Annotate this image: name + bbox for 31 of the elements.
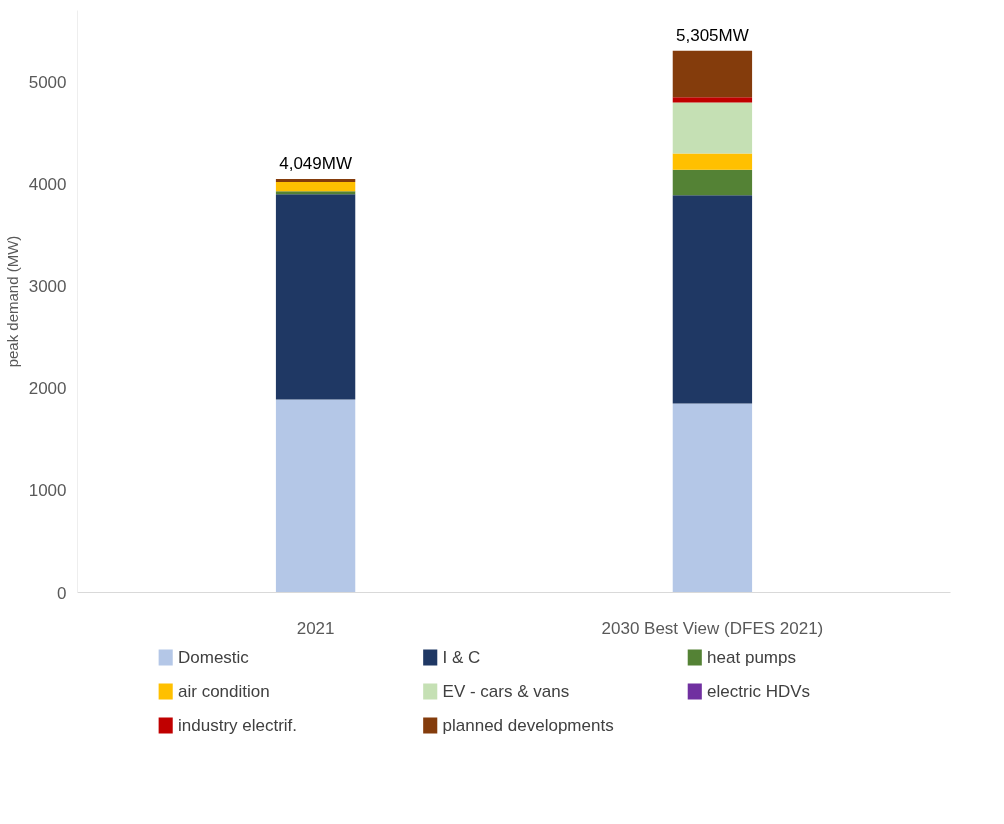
y-axis-title: peak demand (MW) bbox=[3, 235, 21, 368]
y-tick-label: 1000 bbox=[28, 481, 67, 501]
legend-label: EV - cars & vans bbox=[442, 682, 570, 701]
bar bbox=[672, 102, 753, 154]
legend-label: industry electrif. bbox=[178, 716, 298, 735]
y-tick-label: 3000 bbox=[28, 277, 67, 297]
y-tick-label: 2000 bbox=[28, 379, 67, 399]
bar bbox=[275, 191, 356, 195]
total-label: 5,305MW bbox=[676, 25, 749, 45]
total-label: 4,049MW bbox=[279, 154, 352, 174]
legend-label: Domestic bbox=[178, 648, 250, 667]
x-tick-label: 2021 bbox=[296, 618, 335, 638]
legend-label: I & C bbox=[442, 648, 481, 667]
bar bbox=[672, 169, 753, 196]
bar bbox=[672, 195, 753, 404]
y-tick-label: 0 bbox=[57, 583, 67, 603]
bar bbox=[672, 50, 753, 98]
bar bbox=[275, 179, 356, 183]
bar bbox=[275, 182, 356, 192]
legend-label: heat pumps bbox=[707, 648, 796, 667]
bar bbox=[672, 403, 753, 593]
legend-label: planned developments bbox=[442, 716, 614, 735]
y-tick-label: 4000 bbox=[28, 175, 67, 195]
x-tick-label: 2030 Best View (DFES 2021) bbox=[601, 618, 824, 638]
legend-label: electric HDVs bbox=[707, 682, 811, 701]
bar bbox=[672, 97, 753, 103]
bar bbox=[672, 153, 753, 170]
bar bbox=[275, 399, 356, 593]
legend-label: air condition bbox=[178, 682, 270, 701]
bar bbox=[275, 194, 356, 400]
y-tick-label: 5000 bbox=[28, 72, 67, 92]
